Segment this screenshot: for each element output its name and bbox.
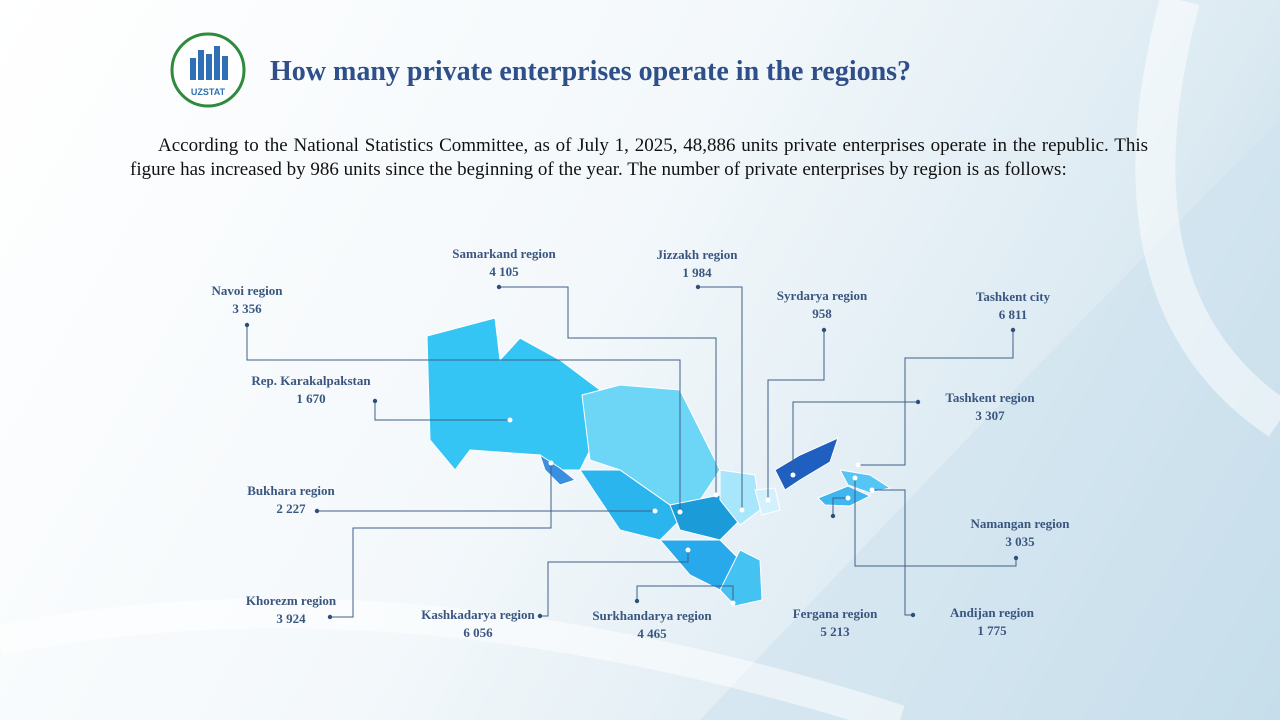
map-dot	[548, 460, 554, 466]
karakalpakstan	[426, 317, 601, 471]
region-value: 1 670	[296, 391, 325, 406]
leader-dot	[910, 612, 916, 618]
region-name: Tashkent region	[945, 390, 1035, 405]
leader-line	[858, 330, 1014, 466]
leader-line	[872, 489, 913, 616]
leader-line	[698, 286, 743, 510]
map-dot	[852, 475, 858, 481]
region-name: Jizzakh region	[656, 247, 738, 262]
logo: UZSTAT	[170, 32, 246, 108]
map-dot	[790, 472, 796, 478]
leader-line	[540, 550, 689, 617]
region-name: Namangan region	[970, 516, 1070, 531]
region-value: 958	[812, 306, 832, 321]
leader-dot	[1010, 327, 1016, 333]
leader-dot	[915, 399, 921, 405]
leader-line	[767, 330, 825, 500]
region-value: 2 227	[276, 501, 306, 516]
leader-dot	[327, 614, 333, 620]
region-value: 3 924	[276, 611, 306, 626]
leader-dot	[830, 513, 836, 519]
paragraph: According to the National Statistics Com…	[130, 135, 1148, 180]
title: How many private enterprises operate in …	[270, 56, 912, 87]
map-dot	[855, 462, 861, 468]
leader-dot	[244, 322, 250, 328]
samarkand	[669, 494, 741, 541]
leader-dot	[372, 398, 378, 404]
map-dot	[845, 495, 851, 501]
map-dot	[652, 508, 658, 514]
region-value: 4 465	[637, 626, 667, 641]
region-name: Andijan region	[950, 605, 1035, 620]
leader-line	[330, 463, 552, 618]
region-value: 1 775	[977, 623, 1007, 638]
region-value: 3 307	[975, 408, 1005, 423]
tashkent-region	[774, 437, 839, 491]
region-value: 4 105	[489, 264, 519, 279]
region-name: Samarkand region	[452, 246, 556, 261]
region-value: 5 213	[820, 624, 850, 639]
region-name: Surkhandarya region	[592, 608, 712, 623]
bukhara	[579, 469, 681, 541]
region-name: Kashkadarya region	[421, 607, 535, 622]
region-name: Bukhara region	[247, 483, 335, 498]
leader-dot	[821, 327, 827, 333]
leader-line	[499, 286, 717, 495]
map-dot	[507, 417, 513, 423]
leader-dot	[634, 598, 640, 604]
leader-line	[854, 478, 1017, 567]
fergana	[817, 485, 872, 507]
region-value: 3 035	[1005, 534, 1035, 549]
map-shapes	[426, 317, 892, 607]
region-name: Rep. Karakalpakstan	[251, 373, 371, 388]
leader-dot	[1013, 555, 1019, 561]
region-name: Fergana region	[793, 606, 878, 621]
map-dot	[677, 509, 683, 515]
leader-lines	[244, 284, 1019, 620]
leader-dot	[537, 613, 543, 619]
map-dot	[730, 600, 736, 606]
map-dot	[765, 497, 771, 503]
leader-dot	[314, 508, 320, 514]
leader-dot	[695, 284, 701, 290]
region-value: 1 984	[682, 265, 712, 280]
leader-line	[832, 497, 848, 516]
region-name: Syrdarya region	[777, 288, 868, 303]
logo-text: UZSTAT	[191, 87, 226, 97]
region-value: 3 356	[232, 301, 262, 316]
map-dot	[713, 492, 719, 498]
jizzakh	[719, 469, 761, 526]
labels: Samarkand region 4 105 Jizzakh region 1 984…	[212, 246, 1071, 641]
region-value: 6 056	[463, 625, 493, 640]
region-name: Navoi region	[212, 283, 284, 298]
map-dot	[869, 487, 875, 493]
region-name: Khorezm region	[246, 593, 337, 608]
leader-dot	[496, 284, 502, 290]
leader-line	[374, 401, 510, 421]
map-dot	[685, 547, 691, 553]
leader-line	[792, 401, 918, 475]
leader-line	[636, 585, 734, 603]
navoi	[581, 384, 721, 506]
map-dot	[739, 507, 745, 513]
region-name: Tashkent city	[976, 289, 1051, 304]
leader-line	[246, 325, 681, 512]
region-value: 6 811	[999, 307, 1028, 322]
